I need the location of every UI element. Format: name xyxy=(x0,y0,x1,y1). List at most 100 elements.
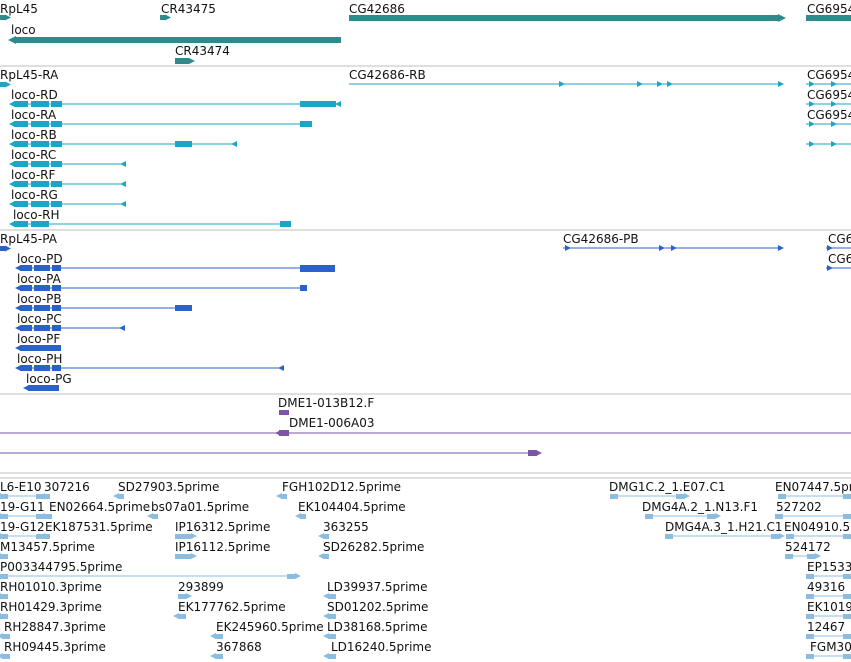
transcript-loco-rb-end[interactable] xyxy=(231,141,237,147)
transcript-loco-rg-arrow[interactable] xyxy=(9,201,15,207)
est-dmg4a2-arrow[interactable] xyxy=(715,513,721,519)
transcript-loco-rg-end[interactable] xyxy=(120,201,126,207)
est-12467-block[interactable] xyxy=(806,634,814,639)
est-12467-block[interactable] xyxy=(843,634,851,639)
gene-label-g-cg42686[interactable]: CG42686 xyxy=(349,2,405,16)
est-label-e19[interactable]: M13457.5prime xyxy=(0,540,95,554)
est-ip16312-block[interactable] xyxy=(175,534,191,539)
clone-006a03-exon[interactable] xyxy=(279,430,289,436)
transcript-loco-rb-exon[interactable] xyxy=(175,141,192,147)
est-label-e20[interactable]: IP16112.5prime xyxy=(175,540,271,554)
protein-loco-pf-glyph[interactable] xyxy=(20,345,61,351)
transcript-loco-rb-exon[interactable] xyxy=(51,141,62,147)
transcript-cg6954-4-exon[interactable] xyxy=(809,141,815,147)
protein-loco-pb-arrow[interactable] xyxy=(15,305,21,311)
est-rh01010-arrow[interactable] xyxy=(0,593,1,599)
est-fgh102d12-arrow[interactable] xyxy=(276,493,282,499)
transcript-label-t-loco-rb[interactable]: loco-RB xyxy=(11,128,57,142)
est-fgm30-block[interactable] xyxy=(806,654,814,659)
est-label-e2[interactable]: 307216 xyxy=(44,480,90,494)
est-en04910-block[interactable] xyxy=(843,534,851,539)
est-label-e28[interactable]: 49316 xyxy=(807,580,846,594)
est-dmg1c2-block[interactable] xyxy=(676,494,684,499)
protein-label-p-loco-pb[interactable]: loco-PB xyxy=(17,292,62,306)
protein-loco-pb-exon[interactable] xyxy=(175,305,192,311)
transcript-label-t-loco-ra[interactable]: loco-RA xyxy=(11,108,57,122)
protein-loco-pa-exon[interactable] xyxy=(300,285,307,291)
clone-label-c-006a03[interactable]: DME1-006A03 xyxy=(289,416,375,430)
est-ld16240-block[interactable] xyxy=(328,654,336,659)
protein-loco-ph-exon[interactable] xyxy=(52,365,61,371)
est-dmg1c2-block[interactable] xyxy=(610,494,618,499)
est-label-e34[interactable]: EK245960.5prime xyxy=(216,620,324,634)
est-label-e8[interactable]: EN02664.5prime xyxy=(49,500,151,514)
transcript-label-t-cg6954-1[interactable]: CG6954 xyxy=(807,68,851,82)
transcript-cg6954-3-exon[interactable] xyxy=(809,121,815,127)
est-rh01429-block[interactable] xyxy=(0,614,8,619)
gene-cr43475-glyph[interactable] xyxy=(160,15,166,20)
protein-loco-pa-exon[interactable] xyxy=(20,285,32,291)
est-367868-arrow[interactable] xyxy=(210,653,216,659)
est-sd01202-block[interactable] xyxy=(328,614,336,619)
est-p003344795-block[interactable] xyxy=(0,574,8,579)
est-sd27903-block[interactable] xyxy=(118,494,124,499)
transcript-loco-rb-exon[interactable] xyxy=(14,141,28,147)
est-49316-block[interactable] xyxy=(806,594,814,599)
est-label-e35[interactable]: LD38168.5prime xyxy=(327,620,428,634)
gene-loco-arrow[interactable] xyxy=(8,36,16,44)
transcript-cg6954-4-exon[interactable] xyxy=(831,141,837,147)
protein-cg6-2-exon[interactable] xyxy=(827,265,833,271)
transcript-loco-rc-exon[interactable] xyxy=(14,161,28,167)
est-en07447-block[interactable] xyxy=(843,494,851,499)
transcript-loco-rd-exon[interactable] xyxy=(51,101,62,107)
transcript-loco-rf-exon[interactable] xyxy=(14,181,28,187)
transcript-loco-rc-arrow[interactable] xyxy=(9,161,15,167)
est-en04910-block[interactable] xyxy=(786,534,794,539)
transcript-label-t-loco-rd[interactable]: loco-RD xyxy=(11,88,58,102)
gene-cg6954-glyph[interactable] xyxy=(806,15,851,21)
est-dmg4a3-arrow[interactable] xyxy=(779,533,785,539)
clone-extra-exon[interactable] xyxy=(528,450,537,456)
protein-loco-pc-exon[interactable] xyxy=(34,325,50,331)
est-label-e38[interactable]: 367868 xyxy=(216,640,262,654)
gene-label-g-loco[interactable]: loco xyxy=(11,23,36,37)
transcript-label-t-cg6954-3[interactable]: CG6954 xyxy=(807,108,851,122)
transcript-cg6954-3-exon[interactable] xyxy=(831,121,837,127)
est-l6-e10-arrow[interactable] xyxy=(0,493,1,499)
est-527202-block[interactable] xyxy=(843,514,851,519)
est-label-e23[interactable]: P003344795.5prime xyxy=(0,560,123,574)
est-sd26282-arrow[interactable] xyxy=(318,553,324,559)
est-367868-block[interactable] xyxy=(215,654,223,659)
protein-loco-pc-exon[interactable] xyxy=(52,325,61,331)
transcript-cg42686-rb-exon[interactable] xyxy=(559,81,565,87)
gene-rpl45-glyph[interactable] xyxy=(0,15,6,20)
est-ld38168-arrow[interactable] xyxy=(323,633,329,639)
transcript-cg6954-1-exon[interactable] xyxy=(809,81,815,87)
est-label-e22[interactable]: 524172 xyxy=(785,540,831,554)
transcript-loco-ra-exon[interactable] xyxy=(300,121,312,127)
transcript-loco-rd-exon[interactable] xyxy=(300,101,336,107)
protein-label-p-cg42686-pb[interactable]: CG42686-PB xyxy=(563,232,639,246)
est-293899-arrow[interactable] xyxy=(186,593,192,599)
gene-cr43474-arrow[interactable] xyxy=(189,58,195,64)
protein-loco-pd-exon[interactable] xyxy=(34,265,50,271)
transcript-loco-ra-exon[interactable] xyxy=(51,121,62,127)
transcript-loco-rf-exon[interactable] xyxy=(51,181,62,187)
transcript-label-t-rpl45-ra[interactable]: RpL45-RA xyxy=(0,68,59,82)
est-ek177762-arrow[interactable] xyxy=(173,613,179,619)
est-label-e12[interactable]: 527202 xyxy=(776,500,822,514)
est-rh09445-arrow[interactable] xyxy=(0,653,3,659)
transcript-loco-rd-arrow[interactable] xyxy=(9,101,15,107)
transcript-rpl45-ra-arrow[interactable] xyxy=(5,81,11,88)
est-label-e27[interactable]: LD39937.5prime xyxy=(327,580,428,594)
est-label-e31[interactable]: SD01202.5prime xyxy=(327,600,429,614)
transcript-loco-rc-end[interactable] xyxy=(120,161,126,167)
est-rh28847-block[interactable] xyxy=(2,634,10,639)
est-label-e16[interactable]: 363255 xyxy=(323,520,369,534)
transcript-cg6954-2-exon[interactable] xyxy=(831,101,837,107)
est-ip16112-block[interactable] xyxy=(175,554,191,559)
protein-loco-pf-arrow[interactable] xyxy=(15,345,21,351)
est-m13457-arrow[interactable] xyxy=(0,553,1,559)
est-label-e10[interactable]: EK104404.5prime xyxy=(298,500,406,514)
gene-label-g-rpl45[interactable]: RpL45 xyxy=(0,2,38,16)
